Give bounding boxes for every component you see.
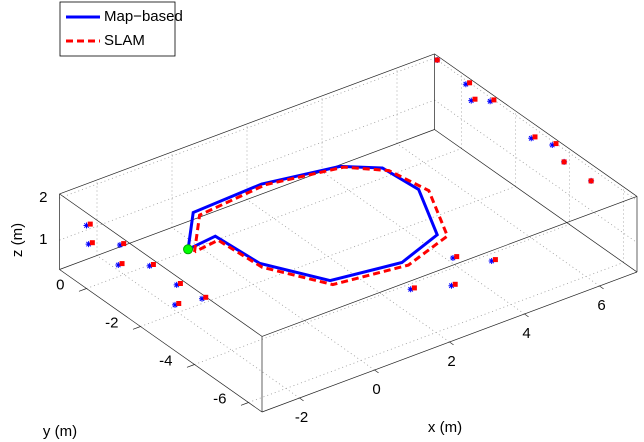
landmark xyxy=(121,241,127,247)
landmark xyxy=(468,97,475,104)
grid-line xyxy=(86,148,462,289)
landmark xyxy=(452,281,458,287)
landmark xyxy=(532,134,538,140)
box-edge xyxy=(59,129,435,270)
landmark xyxy=(85,241,92,248)
box-edge xyxy=(434,53,638,197)
grid-line xyxy=(248,262,624,403)
landmark xyxy=(199,295,205,302)
landmark xyxy=(83,222,90,229)
grid-line xyxy=(59,99,435,241)
tick-mark xyxy=(240,402,249,406)
x-axis-label: x (m) xyxy=(428,419,462,436)
landmark xyxy=(467,80,473,86)
y-axis-label: y (m) xyxy=(43,423,77,440)
grid-line xyxy=(96,255,300,399)
landmark xyxy=(487,98,494,105)
landmark xyxy=(411,285,417,291)
y-tick-label: -6 xyxy=(213,390,226,407)
landmark xyxy=(549,142,556,148)
landmark xyxy=(449,255,456,261)
grid-line xyxy=(140,186,516,327)
tick-mark xyxy=(374,369,379,374)
landmark xyxy=(177,281,183,286)
landmark xyxy=(553,141,559,147)
landmark xyxy=(454,254,460,260)
landmark xyxy=(119,261,125,267)
landmark xyxy=(492,257,498,263)
start-point xyxy=(183,244,194,255)
y-tick-label: -4 xyxy=(159,352,172,369)
landmark xyxy=(87,221,93,227)
grid-line xyxy=(194,224,570,365)
legend-box xyxy=(59,1,176,57)
landmark xyxy=(89,240,95,246)
landmark xyxy=(173,281,180,288)
landmark xyxy=(116,242,123,248)
tick-mark xyxy=(524,313,529,318)
z-tick-label: 1 xyxy=(39,231,47,248)
tick-mark xyxy=(78,288,87,292)
trajectory xyxy=(186,164,440,283)
x-tick-label: -2 xyxy=(295,409,308,426)
y-tick-label: 0 xyxy=(56,276,64,293)
tick-mark xyxy=(449,341,454,346)
x-tick-label: 6 xyxy=(597,297,605,314)
landmark xyxy=(488,258,495,264)
landmark xyxy=(176,301,182,306)
landmark xyxy=(528,135,535,142)
landmark xyxy=(472,96,478,102)
x-tick-label: 0 xyxy=(372,381,380,398)
x-tick-label: 2 xyxy=(447,353,455,370)
landmark xyxy=(115,262,122,268)
y-tick-label: -2 xyxy=(105,314,118,331)
landmark xyxy=(146,262,153,269)
legend: Map−based SLAM xyxy=(59,1,183,57)
grid-line xyxy=(321,171,525,315)
landmark xyxy=(462,81,469,88)
landmark xyxy=(203,294,209,300)
tick-mark xyxy=(186,364,195,368)
landmark xyxy=(448,282,455,289)
grid-line xyxy=(59,57,435,199)
grid-line xyxy=(434,99,638,243)
box-edge xyxy=(434,129,638,273)
tick-mark xyxy=(599,285,604,290)
landmark xyxy=(491,97,497,103)
legend-label: Map−based xyxy=(104,8,183,25)
legend-label: SLAM xyxy=(104,32,145,49)
landmark xyxy=(150,262,156,267)
box-edge xyxy=(261,196,638,337)
box-edge xyxy=(59,53,435,195)
z-axis-label: z (m) xyxy=(9,223,26,257)
landmark xyxy=(561,159,567,165)
landmark xyxy=(434,57,440,63)
landmark xyxy=(407,286,414,293)
tick-mark xyxy=(299,397,304,402)
z-tick-label: 2 xyxy=(39,189,47,206)
tick-mark xyxy=(132,326,141,330)
box-edge xyxy=(59,193,263,337)
box-edge xyxy=(59,269,263,413)
landmark xyxy=(172,301,178,308)
landmark xyxy=(588,178,594,184)
grid-line xyxy=(434,57,638,201)
x-tick-label: 4 xyxy=(522,325,530,342)
